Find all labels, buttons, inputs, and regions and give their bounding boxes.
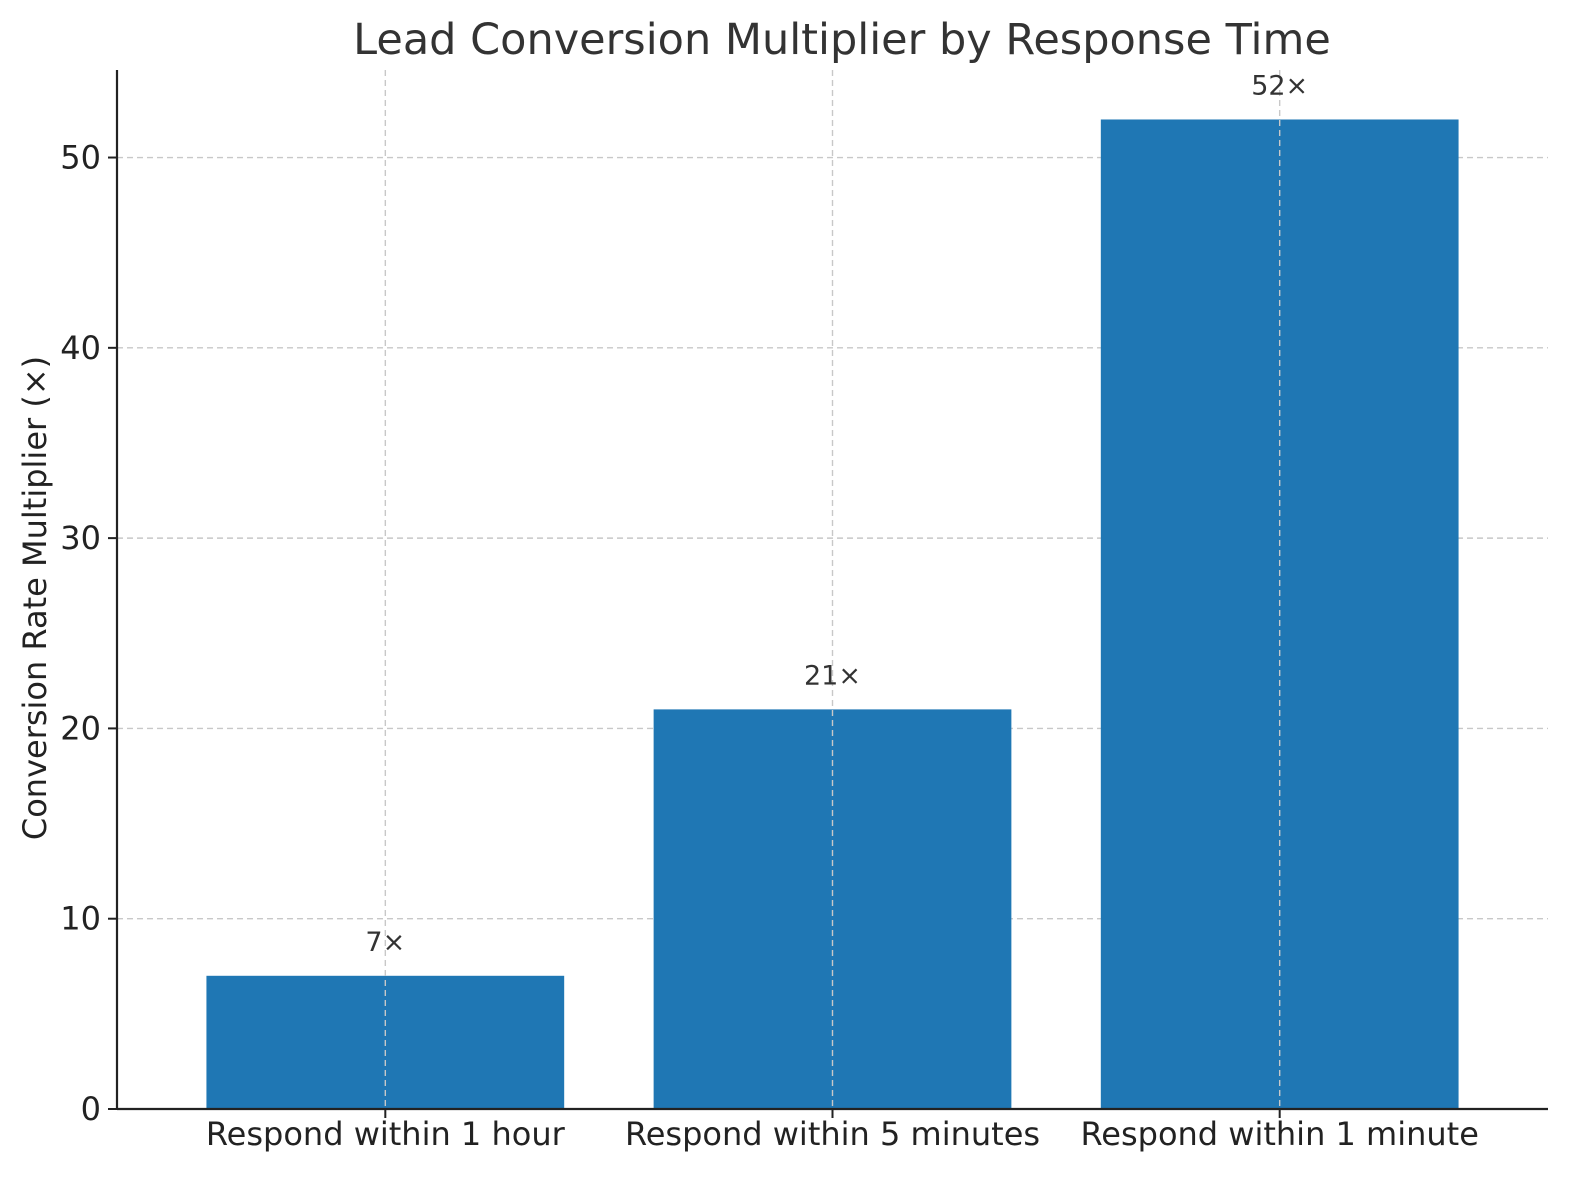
- bar: [653, 709, 1012, 1109]
- y-axis-ticks: 0 10 20 30 40 50: [60, 139, 117, 1128]
- data-label: 7×: [365, 927, 405, 958]
- chart-title: Lead Conversion Multiplier by Response T…: [353, 15, 1331, 65]
- data-labels: 7× 21× 52×: [365, 70, 1308, 957]
- x-tick-label: Respond within 5 minutes: [625, 1115, 1040, 1153]
- data-label: 52×: [1251, 70, 1308, 101]
- y-axis-label: Conversion Rate Multiplier (×): [16, 356, 54, 840]
- y-tick-label: 50: [60, 139, 101, 177]
- y-tick-label: 40: [60, 329, 101, 367]
- data-label: 21×: [804, 660, 861, 691]
- x-axis-ticks: Respond within 1 hour Respond within 5 mi…: [206, 1109, 1479, 1153]
- y-tick-label: 30: [60, 519, 101, 557]
- y-tick-label: 0: [81, 1090, 101, 1128]
- y-tick-label: 20: [60, 709, 101, 747]
- y-tick-label: 10: [60, 900, 101, 938]
- vertical-gridlines: [384, 70, 1281, 1109]
- x-tick-label: Respond within 1 hour: [206, 1115, 566, 1153]
- x-tick-label: Respond within 1 minute: [1080, 1115, 1478, 1153]
